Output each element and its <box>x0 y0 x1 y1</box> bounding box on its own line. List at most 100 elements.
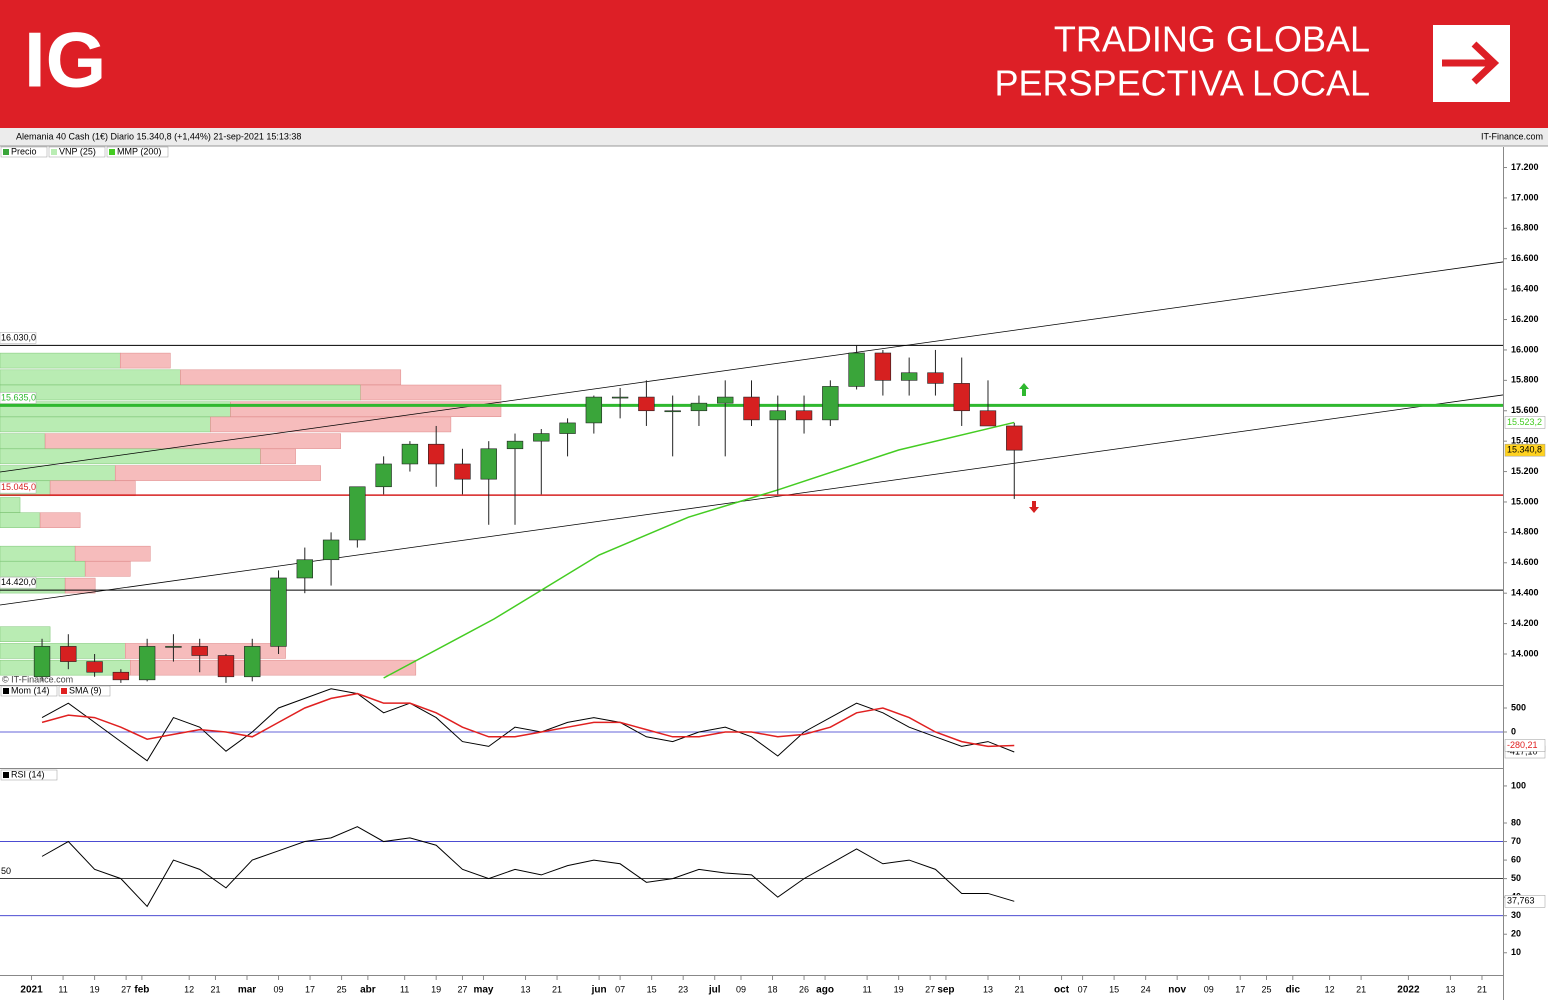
legend-label: SMA (9) <box>69 685 102 695</box>
down-arrow <box>1029 501 1039 513</box>
level-label-box <box>0 332 37 344</box>
vnp-buy <box>0 369 181 386</box>
x-tick-label: 21 <box>1015 984 1025 994</box>
x-tick-label: 25 <box>1262 984 1272 994</box>
legend-box <box>0 769 58 781</box>
candle-body <box>138 646 156 681</box>
info-text: Alemania 40 Cash (1€) Diario 15.340,8 (+… <box>16 131 301 141</box>
candle-body <box>191 646 208 656</box>
y-tick-label: 15.600 <box>1511 405 1539 415</box>
candle-body <box>480 448 497 480</box>
x-tick-label: 2021 <box>20 985 43 996</box>
y-tick-label: 100 <box>1511 780 1526 790</box>
vnp-buy <box>0 433 46 449</box>
candle-body <box>533 433 550 442</box>
x-tick-label: 15 <box>647 984 657 994</box>
legend-swatch <box>3 772 9 778</box>
level-label: 15.045,0 <box>1 482 36 492</box>
y-tick-label: 80 <box>1511 817 1521 827</box>
candle-body <box>638 396 655 412</box>
legend-swatch <box>109 149 115 155</box>
vnp-sell <box>119 352 171 369</box>
value-label-box <box>1504 739 1546 752</box>
vnp-sell <box>64 577 96 594</box>
x-tick-label: 12 <box>1325 984 1335 994</box>
y-tick-label: 15.000 <box>1511 496 1539 506</box>
x-tick-label: 09 <box>274 984 284 994</box>
candle-body <box>322 539 340 561</box>
candle-body <box>953 383 970 412</box>
x-tick-label: 09 <box>736 984 746 994</box>
vnp-sell <box>49 480 136 497</box>
x-tick-label: mar <box>238 985 256 996</box>
vnp-sell <box>360 384 502 401</box>
y-tick-label: 500 <box>1511 702 1526 712</box>
info-bar <box>0 128 1548 146</box>
candle-body <box>795 410 813 421</box>
y-tick-label: 16.800 <box>1511 223 1539 233</box>
level-label: 16.030,0 <box>1 332 36 342</box>
x-tick-label: 13 <box>521 984 531 994</box>
y-tick-label: 50 <box>1511 873 1521 883</box>
legend-label: MMP (200) <box>117 146 161 156</box>
x-tick-label: ago <box>816 985 834 996</box>
value-label: 15.340,8 <box>1507 445 1542 455</box>
vnp-sell <box>130 659 417 676</box>
candle-body <box>112 671 130 681</box>
x-tick-label: may <box>473 985 493 996</box>
legend-box <box>58 685 111 697</box>
value-label: -280,21 <box>1507 740 1538 750</box>
x-tick-label: 15 <box>1109 984 1119 994</box>
watermark: © IT-Finance.com <box>2 674 73 684</box>
candle-body <box>349 486 366 541</box>
y-tick-label: 70 <box>1511 836 1521 846</box>
x-tick-label: 21 <box>1356 984 1366 994</box>
y-tick-label: 17.000 <box>1511 192 1539 202</box>
legend-label: Precio <box>11 146 37 156</box>
level-label: 14.420,0 <box>1 577 36 587</box>
x-tick-label: 17 <box>1235 984 1245 994</box>
legend-label: RSI (14) <box>11 769 45 779</box>
vnp-sell <box>260 448 296 465</box>
x-tick-label: 21 <box>552 984 562 994</box>
x-tick-label: jul <box>708 985 721 996</box>
x-tick-label: 26 <box>799 984 809 994</box>
candle-body <box>60 646 77 662</box>
x-tick-label: 27 <box>457 984 467 994</box>
legend-box <box>0 146 48 158</box>
level-label: 15.635,0 <box>1 392 36 402</box>
value-label-box <box>1504 443 1546 457</box>
candle-body <box>1006 425 1023 451</box>
candle-body <box>769 410 786 421</box>
line <box>41 826 1015 908</box>
x-tick-label: 11 <box>400 984 409 994</box>
candle-body <box>165 646 182 648</box>
logo: IG <box>24 16 106 104</box>
candle-body <box>664 410 681 413</box>
x-tick-label: 13 <box>983 984 993 994</box>
tagline: PERSPECTIVA LOCAL <box>995 63 1370 104</box>
x-tick-label: 09 <box>1204 984 1214 994</box>
candle-body <box>927 372 944 384</box>
panel <box>0 826 1503 917</box>
y-tick-label: 17.200 <box>1511 162 1539 172</box>
line <box>0 261 1503 473</box>
candle-body <box>217 655 235 678</box>
candle-body <box>848 352 865 387</box>
candle-body <box>611 396 629 399</box>
arrow-icon <box>1442 41 1500 85</box>
panel <box>0 688 1503 762</box>
x-tick-label: 07 <box>615 984 625 994</box>
y-tick-label: 14.600 <box>1511 557 1539 567</box>
vnp-buy <box>0 448 261 465</box>
candle-body <box>375 463 392 488</box>
y-tick-label: 16.400 <box>1511 284 1539 294</box>
vnp-buy <box>0 659 131 676</box>
line <box>41 688 1015 762</box>
x-tick-label: 18 <box>768 984 778 994</box>
y-tick-label: 16.600 <box>1511 253 1539 263</box>
vnp-sell <box>74 545 151 562</box>
y-tick-label: 14.800 <box>1511 527 1539 537</box>
candle-body <box>454 463 471 480</box>
value-label: 37,763 <box>1507 896 1535 906</box>
